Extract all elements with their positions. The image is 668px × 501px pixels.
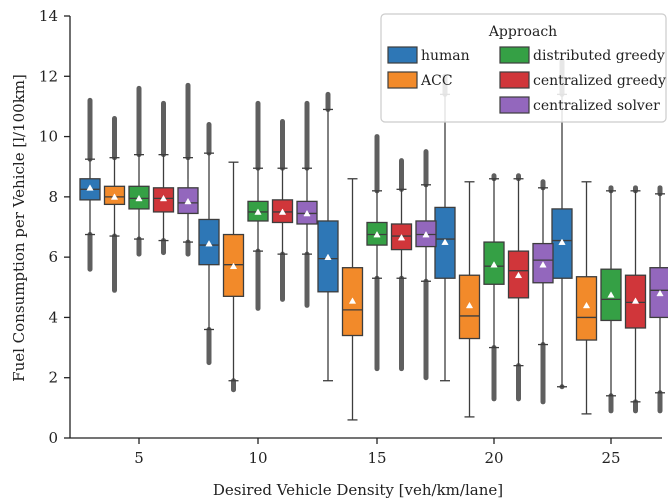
y-tick-label: 6 xyxy=(48,248,58,266)
box-centralized-greedy-15 xyxy=(390,158,413,372)
x-tick-label: 15 xyxy=(367,449,386,467)
mean-marker xyxy=(348,297,357,304)
legend-item-ACC: ACC xyxy=(387,71,453,89)
legend-item-centralized-greedy: centralized greedy xyxy=(499,71,666,89)
box-distributed-greedy-10 xyxy=(247,100,269,311)
legend-label: ACC xyxy=(420,73,453,89)
legend-label: distributed greedy xyxy=(533,48,665,64)
mean-marker xyxy=(514,271,523,279)
x-tick-label: 10 xyxy=(248,449,267,467)
box-centralized-solver-5 xyxy=(177,82,199,257)
y-tick-label: 14 xyxy=(39,7,58,25)
mean-marker xyxy=(490,261,498,268)
mean-marker xyxy=(303,209,311,217)
mean-marker xyxy=(135,194,143,202)
axes: Desired Vehicle Density [veh/km/lane] Fu… xyxy=(10,7,662,499)
box-centralized-greedy-10 xyxy=(271,119,294,302)
mean-marker xyxy=(397,234,406,241)
legend-item-centralized-solver: centralized solver xyxy=(499,96,660,114)
box-distributed-greedy-20 xyxy=(483,173,505,402)
box-centralized-greedy-25 xyxy=(624,185,647,414)
y-tick-label: 10 xyxy=(39,128,58,146)
legend-label: human xyxy=(421,48,470,64)
legend-title: Approach xyxy=(488,24,557,40)
legend-item-human: human xyxy=(387,46,470,64)
mean-marker xyxy=(229,262,238,270)
box-distributed-greedy-15 xyxy=(366,134,388,372)
mean-marker xyxy=(607,291,615,298)
legend-swatch xyxy=(499,46,530,64)
box-ACC-25 xyxy=(575,181,598,415)
x-tick-label: 25 xyxy=(601,449,620,467)
plot-area xyxy=(79,58,668,421)
mean-marker xyxy=(373,231,381,238)
legend-label: centralized solver xyxy=(533,98,660,114)
mean-marker xyxy=(582,301,591,309)
legend-item-distributed-greedy: distributed greedy xyxy=(499,46,665,64)
legend-swatch xyxy=(387,46,418,64)
mean-marker xyxy=(278,208,287,215)
x-tick-label: 5 xyxy=(134,449,144,467)
box-ACC-10 xyxy=(222,161,245,393)
mean-marker xyxy=(465,301,474,309)
box-human-5 xyxy=(79,97,101,272)
mean-marker xyxy=(324,253,332,260)
box-ACC-20 xyxy=(458,181,481,418)
box-centralized-solver-25 xyxy=(649,185,668,414)
legend-swatch xyxy=(387,71,418,89)
box-centralized-solver-10 xyxy=(296,100,318,308)
mean-marker xyxy=(441,238,449,245)
mean-marker xyxy=(539,261,547,268)
y-tick-label: 0 xyxy=(48,429,58,447)
box-centralized-solver-20 xyxy=(532,179,554,405)
box-distributed-greedy-25 xyxy=(600,185,622,414)
legend-swatch xyxy=(499,96,530,114)
box-ACC-5 xyxy=(103,115,126,293)
y-axis-label: Fuel Consumption per Vehicle [l/100km] xyxy=(10,74,28,382)
legend-frame xyxy=(380,13,667,123)
y-tick-label: 8 xyxy=(48,188,58,206)
box-human-10 xyxy=(198,122,220,366)
y-tick-label: 2 xyxy=(48,369,58,387)
box-centralized-solver-15 xyxy=(415,149,437,381)
y-tick-label: 4 xyxy=(48,308,58,326)
mean-marker xyxy=(159,194,168,202)
mean-marker xyxy=(558,238,566,245)
box-human-15 xyxy=(317,91,339,382)
mean-marker xyxy=(86,184,94,191)
mean-marker xyxy=(656,289,664,297)
x-tick-label: 20 xyxy=(484,449,503,467)
box-distributed-greedy-5 xyxy=(128,85,150,257)
legend-label: centralized greedy xyxy=(533,73,666,89)
mean-marker xyxy=(631,297,640,304)
mean-marker xyxy=(205,240,213,247)
legend-swatch xyxy=(499,71,530,89)
box-centralized-greedy-20 xyxy=(507,173,530,402)
x-axis-label: Desired Vehicle Density [veh/km/lane] xyxy=(213,481,503,499)
mean-marker xyxy=(184,197,192,205)
box-ACC-15 xyxy=(341,178,364,421)
mean-marker xyxy=(422,231,430,238)
mean-marker xyxy=(254,208,262,215)
y-tick-label: 12 xyxy=(39,67,58,85)
box-centralized-greedy-5 xyxy=(152,100,175,256)
legend: Approach human ACC distributed greedy centr… xyxy=(380,13,667,123)
box-iqr xyxy=(575,276,598,341)
mean-marker xyxy=(110,193,119,200)
